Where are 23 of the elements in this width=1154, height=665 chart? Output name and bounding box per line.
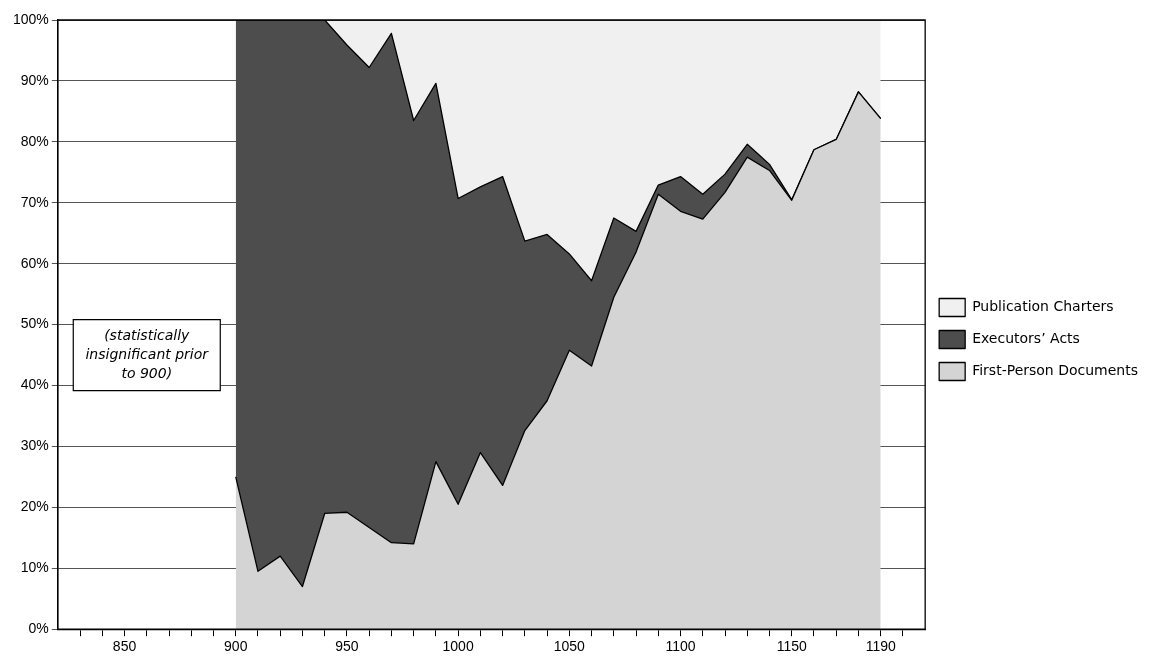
y-tick-label: 0%: [28, 620, 49, 637]
y-tick-label: 70%: [20, 193, 49, 210]
y-tick-label: 20%: [20, 498, 49, 515]
y-tick-label: 90%: [20, 71, 49, 88]
x-tick-label: 1190: [865, 638, 896, 655]
x-tick-label: 850: [112, 638, 137, 655]
y-tick-label: 30%: [20, 437, 49, 454]
x-tick-label: 950: [335, 638, 359, 655]
legend-label: Publication Charters: [972, 298, 1114, 315]
x-tick-label: 900: [224, 638, 248, 655]
x-tick-label: 1000: [442, 638, 474, 655]
x-tick-label: 1150: [776, 638, 807, 655]
y-tick-label: 80%: [20, 132, 49, 149]
legend-label: First-Person Documents: [972, 362, 1139, 379]
legend-label: Executors’ Acts: [972, 330, 1080, 347]
y-tick-label: 10%: [20, 559, 49, 576]
y-tick-label: 40%: [20, 376, 49, 393]
y-tick-label: 100%: [12, 10, 49, 27]
x-tick-label: 1050: [553, 638, 586, 655]
annotation: (statistically insignificant prior to 900): [85, 326, 210, 381]
y-tick-label: 60%: [20, 254, 49, 271]
x-tick-label: 1100: [665, 638, 696, 655]
y-tick-label: 50%: [20, 315, 49, 332]
